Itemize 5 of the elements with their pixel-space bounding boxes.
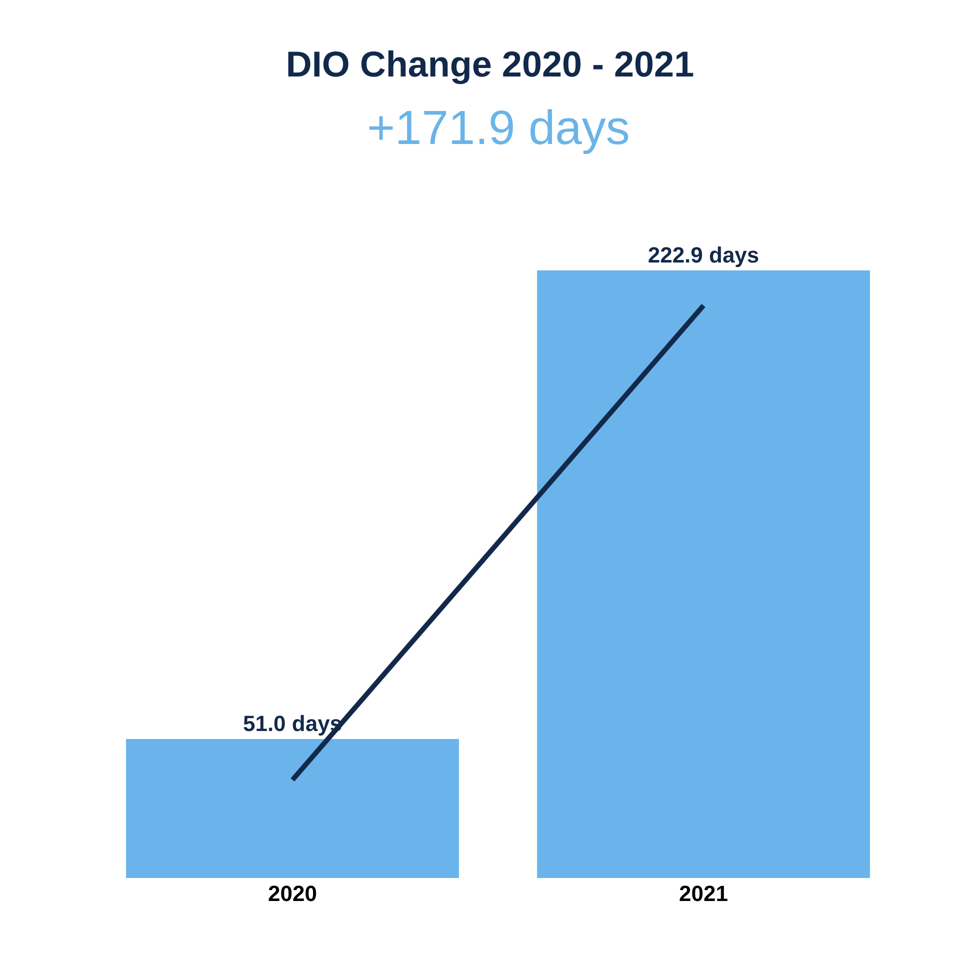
x-tick-label: 2021 [679,881,728,906]
chart-subtitle: +171.9 days [367,102,630,155]
x-tick-label: 2020 [268,881,317,906]
data-label: 222.9 days [648,242,760,268]
chart-title: DIO Change 2020 - 2021 [286,43,694,84]
